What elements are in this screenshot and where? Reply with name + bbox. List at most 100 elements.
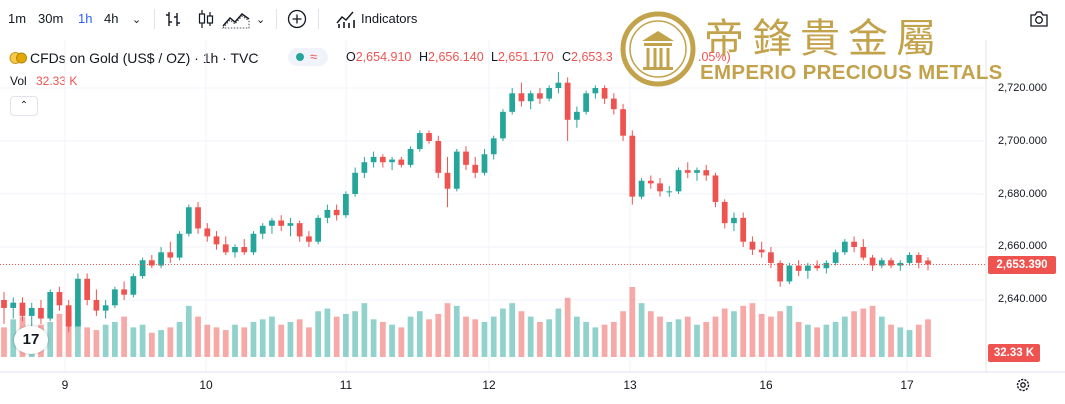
- volume-bar: [222, 330, 229, 357]
- volume-bar: [158, 330, 164, 357]
- settings-gear-icon[interactable]: [1015, 377, 1031, 393]
- area-chart-type-icon[interactable]: [222, 9, 250, 29]
- volume-bar: [814, 327, 820, 357]
- brand-name-english: EMPERIO PRECIOUS METALS: [700, 61, 1003, 84]
- symbol-logo-icon: [9, 52, 27, 64]
- interval-1m[interactable]: 1m: [8, 11, 27, 26]
- candle-body: [241, 247, 248, 253]
- candle-body: [167, 252, 174, 258]
- tradingview-logo[interactable]: 17: [14, 326, 48, 354]
- candle-chart-type-icon[interactable]: [197, 9, 215, 29]
- volume-bar: [740, 305, 747, 357]
- volume-bar: [139, 324, 146, 357]
- candle-body: [333, 209, 340, 216]
- price-tick-label: 2,640.000: [998, 293, 1047, 305]
- volume-bar: [888, 324, 894, 357]
- candle-body: [758, 249, 765, 253]
- candle-body: [509, 93, 516, 112]
- volume-bar: [897, 327, 904, 357]
- volume-bar: [777, 311, 784, 357]
- candle-body: [343, 194, 349, 216]
- volume-bar: [343, 313, 349, 357]
- volume-bar: [56, 313, 63, 357]
- volume-bar: [472, 319, 479, 357]
- candle-body: [416, 133, 423, 149]
- volume-bar: [832, 322, 839, 357]
- candle-body: [139, 260, 146, 277]
- volume-bar: [786, 305, 793, 357]
- volume-bar: [47, 322, 54, 357]
- chart-type-dropdown-chevron-icon[interactable]: ⌄: [256, 14, 266, 26]
- volume-bar: [675, 319, 682, 357]
- candle-body: [564, 82, 571, 120]
- candle-body: [176, 233, 183, 258]
- collapse-legend-button[interactable]: ⌃: [10, 96, 38, 116]
- volume-bar: [232, 324, 238, 357]
- volume-value: 32.33 K: [36, 74, 78, 88]
- interval-1h[interactable]: 1h: [78, 11, 93, 26]
- volume-bar: [1, 327, 7, 357]
- candle-body: [324, 209, 331, 218]
- volume-bar: [657, 316, 663, 357]
- compare-plus-icon[interactable]: [287, 9, 307, 29]
- toolbar-divider: [276, 9, 277, 29]
- candle-body: [878, 260, 885, 266]
- price-tick-label: 2,680.000: [998, 188, 1047, 200]
- candle-body: [148, 260, 155, 266]
- candle-body: [278, 220, 285, 226]
- candle-body: [805, 265, 811, 271]
- candle-body: [472, 164, 479, 173]
- volume-bar: [601, 324, 608, 357]
- volume-bar: [666, 322, 673, 357]
- volume-bar: [490, 316, 497, 357]
- candle-body: [666, 191, 673, 193]
- candle-body: [75, 278, 81, 327]
- volume-bar: [860, 308, 867, 357]
- volume-bar: [823, 324, 830, 357]
- volume-bar: [574, 316, 580, 357]
- volume-bar: [546, 319, 553, 357]
- camera-snapshot-icon[interactable]: [1029, 10, 1049, 28]
- candle-body: [121, 289, 127, 295]
- volume-bar: [647, 311, 654, 357]
- candle-body: [500, 111, 506, 139]
- interval-4h[interactable]: 4h: [104, 11, 119, 26]
- candle-body: [527, 93, 534, 102]
- toolbar-divider: [318, 9, 319, 29]
- toolbar-divider: [154, 9, 155, 29]
- volume-bar: [841, 316, 848, 357]
- market-status-pill[interactable]: ≈: [288, 48, 328, 66]
- symbol-title[interactable]: CFDs on Gold (US$ / OZ) · 1h · TVC: [30, 50, 259, 66]
- indicators-button[interactable]: Indicators: [361, 11, 418, 26]
- volume-bar: [148, 332, 155, 357]
- candle-body: [814, 265, 820, 269]
- ohlc-low: L2,651.170: [491, 50, 554, 64]
- volume-bar: [176, 322, 183, 357]
- candle-body: [19, 302, 26, 316]
- volume-bar: [906, 330, 913, 357]
- indicators-icon[interactable]: [336, 9, 356, 29]
- ohlc-open: O2,654.910: [346, 50, 412, 64]
- candle-body: [537, 93, 543, 99]
- candle-body: [777, 262, 784, 282]
- interval-dropdown-chevron-icon[interactable]: ⌄: [132, 14, 142, 26]
- ohlc-change: .05%): [698, 50, 731, 64]
- candle-body: [823, 262, 830, 269]
- candle-body: [370, 156, 377, 163]
- ohlc-high: H2,656.140: [419, 50, 484, 64]
- candle-body: [93, 300, 100, 311]
- candle-body: [546, 88, 553, 99]
- candle-body: [675, 170, 682, 192]
- candle-body: [185, 207, 192, 234]
- candle-body: [315, 217, 322, 242]
- candle-body: [195, 207, 201, 229]
- volume-bar: [610, 322, 617, 357]
- volume-bar: [278, 324, 285, 357]
- candle-body: [102, 305, 109, 311]
- candle-body: [869, 257, 876, 266]
- volume-bar: [306, 327, 312, 357]
- bar-chart-type-icon[interactable]: [165, 10, 183, 28]
- interval-30m[interactable]: 30m: [38, 11, 64, 26]
- volume-bar: [195, 316, 201, 357]
